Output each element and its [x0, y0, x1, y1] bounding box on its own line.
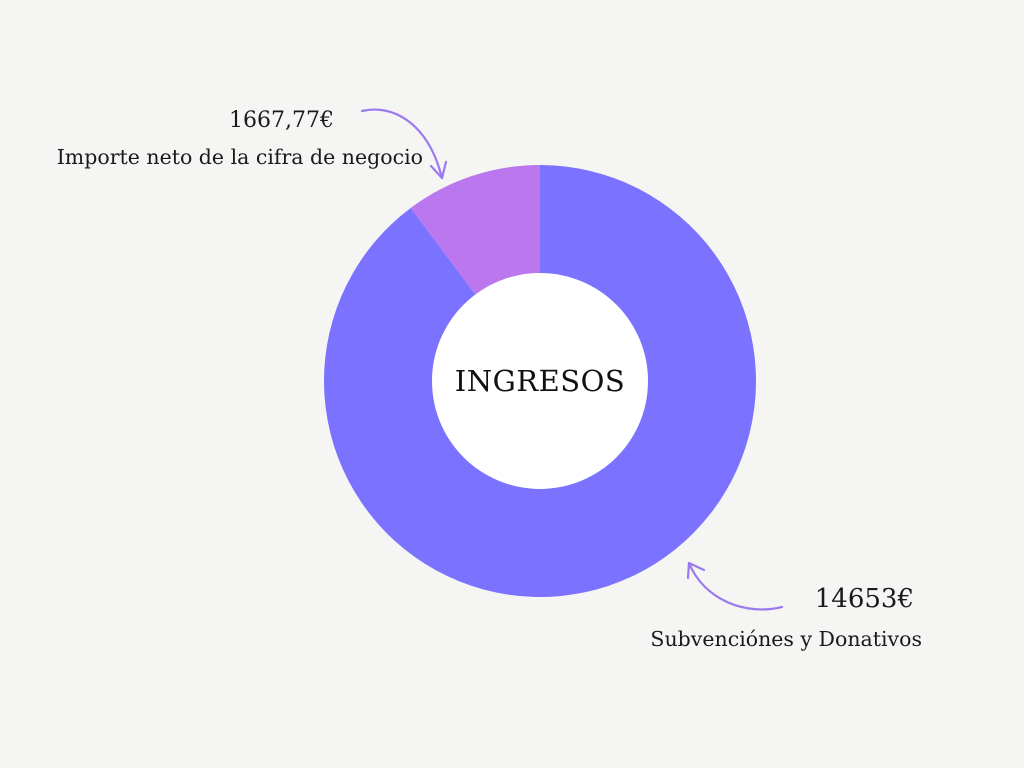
chart-center-title: INGRESOS	[455, 364, 626, 398]
callout-arrow-1	[360, 108, 448, 180]
slice-2-name-label: Subvenciónes y Donativos	[650, 627, 922, 651]
slice-1-value-label: 1667,77€	[229, 108, 334, 133]
callout-arrow-2	[686, 561, 784, 611]
slice-1-name-label: Importe neto de la cifra de negocio	[57, 145, 423, 169]
slice-2-value-label: 14653€	[815, 584, 914, 614]
donut-hole	[432, 273, 648, 489]
